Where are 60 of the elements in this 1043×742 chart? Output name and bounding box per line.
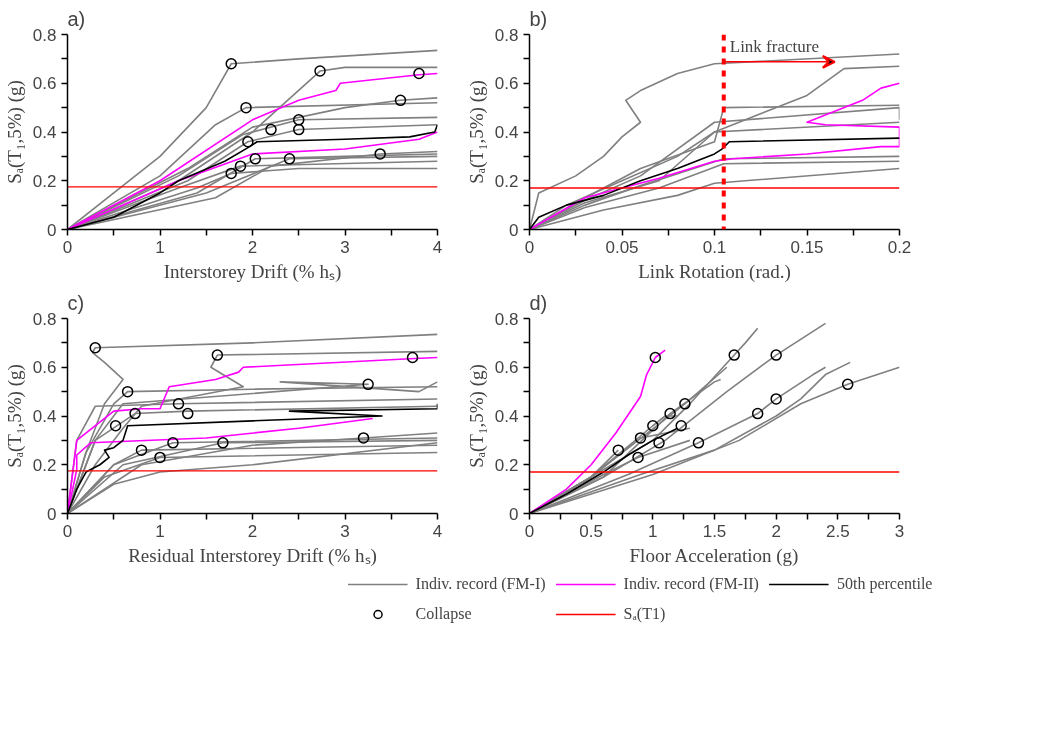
y-tick-label: 0 (509, 220, 519, 240)
y-axis-title: Sₐ(T₁,5%) (g) (3, 364, 26, 468)
x-axis-title: Floor Acceleration (g) (629, 544, 799, 567)
x-tick-label: 0.05 (605, 237, 639, 257)
y-tick-label: 0.8 (494, 309, 519, 329)
x-tick-label: 4 (432, 237, 443, 257)
x-tick-label: 3 (340, 237, 350, 257)
legend-label: 50th percentile (836, 575, 933, 593)
x-axis-title: Interstorey Drift (% hₛ) (163, 260, 342, 283)
legend-label: Indiv. record (FM-I) (415, 575, 546, 593)
ref-line-label: Link fracture (729, 36, 819, 56)
y-tick-label: 0.6 (494, 74, 519, 94)
x-tick-label: 0.2 (887, 237, 912, 257)
y-tick-label: 0 (47, 220, 57, 240)
legend-label: Collapse (415, 605, 472, 623)
x-tick-label: 2.5 (826, 521, 850, 541)
legend-label: Sₐ(T1) (623, 605, 666, 623)
y-tick-label: 0.8 (32, 25, 57, 45)
y-tick-label: 0.2 (32, 455, 57, 475)
x-tick-label: 0.5 (579, 521, 603, 541)
x-axis-title: Link Rotation (rad.) (638, 260, 791, 283)
x-tick-label: 2 (247, 237, 258, 257)
x-tick-label: 3 (894, 521, 905, 541)
y-tick-label: 0.6 (32, 74, 57, 94)
x-tick-label: 3 (340, 521, 350, 541)
x-tick-label: 0 (62, 237, 73, 257)
chart-title: b) (529, 7, 548, 30)
y-tick-label: 0.2 (494, 455, 519, 475)
y-tick-label: 0.4 (494, 123, 519, 142)
y-tick-label: 0.2 (494, 171, 519, 191)
x-tick-label: 2 (771, 521, 781, 541)
y-tick-label: 0.6 (32, 358, 57, 378)
x-tick-label: 0 (524, 521, 535, 541)
y-tick-label: 0 (47, 504, 57, 524)
y-tick-label: 0.2 (32, 171, 57, 191)
x-tick-label: 0.15 (790, 237, 824, 257)
chart-title: c) (67, 291, 85, 314)
x-tick-label: 2 (247, 521, 258, 541)
y-axis-title: Sₐ(T₁,5%) (g) (465, 80, 488, 184)
x-tick-label: 1 (155, 521, 165, 541)
chart-title: a) (67, 7, 86, 30)
x-tick-label: 4 (432, 521, 443, 541)
y-tick-label: 0.8 (32, 309, 57, 329)
x-tick-label: 1.5 (702, 521, 727, 541)
x-tick-label: 0 (524, 237, 535, 257)
x-tick-label: 0 (62, 521, 73, 541)
y-tick-label: 0 (509, 504, 519, 524)
y-tick-label: 0.4 (32, 407, 57, 426)
x-tick-label: 1 (648, 521, 658, 541)
y-tick-label: 0.4 (32, 123, 57, 142)
y-tick-label: 0.6 (494, 358, 519, 378)
x-tick-label: 1 (155, 237, 165, 257)
x-tick-label: 0.1 (702, 237, 727, 257)
y-tick-label: 0.4 (494, 407, 519, 426)
y-axis-title: Sₐ(T₁,5%) (g) (3, 80, 26, 184)
y-axis-title: Sₐ(T₁,5%) (g) (465, 364, 488, 468)
x-axis-title: Residual Interstorey Drift (% hₛ) (128, 544, 377, 567)
y-tick-label: 0.8 (494, 25, 519, 45)
chart-title: d) (529, 291, 548, 314)
legend-label: Indiv. record (FM-II) (623, 575, 759, 593)
